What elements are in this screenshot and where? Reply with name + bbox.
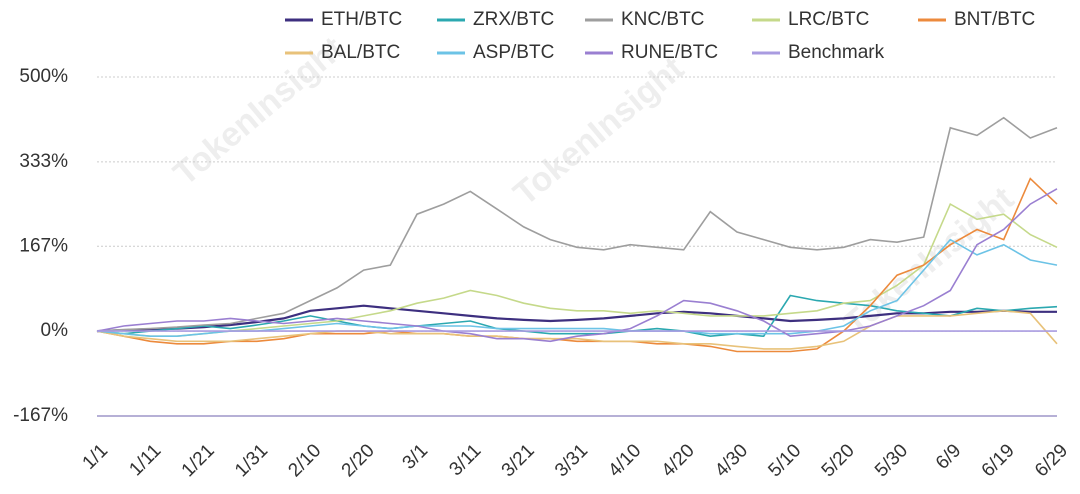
x-tick-label: 5/20 <box>818 440 859 481</box>
legend-label: RUNE/BTC <box>621 42 718 63</box>
x-tick-label: 1/11 <box>125 440 165 480</box>
series-line <box>96 304 1057 333</box>
series-line <box>96 294 1058 338</box>
y-tick-label: 500% <box>19 66 68 87</box>
watermark: TokenInsight <box>506 50 691 213</box>
series-line <box>96 202 1058 337</box>
legend-label: ETH/BTC <box>321 9 402 30</box>
x-tick-label: 6/19 <box>978 440 1019 481</box>
x-tick-label: 4/20 <box>658 440 699 481</box>
y-tick-label: 333% <box>19 151 68 172</box>
x-tick-label: 6/29 <box>1031 440 1072 481</box>
x-tick-label: 1/31 <box>231 440 272 481</box>
series-line <box>96 188 1058 343</box>
x-tick-label: 4/30 <box>711 440 752 481</box>
legend-label: Benchmark <box>788 42 885 63</box>
x-tick-label: 5/10 <box>764 440 805 481</box>
legend-label: LRC/BTC <box>788 9 869 30</box>
x-tick-label: 6/9 <box>932 440 966 474</box>
x-tick-label: 3/1 <box>399 440 433 474</box>
y-tick-label: 167% <box>19 235 68 256</box>
x-tick-label: 4/10 <box>604 440 645 481</box>
legend-label: BNT/BTC <box>954 9 1035 30</box>
y-tick-label: -167% <box>13 405 68 426</box>
series-line <box>96 177 1058 353</box>
x-tick-label: 1/1 <box>79 440 113 474</box>
x-tick-label: 1/21 <box>178 440 219 481</box>
x-tick-label: 3/21 <box>498 440 539 481</box>
series-line <box>96 116 1058 332</box>
legend-label: BAL/BTC <box>321 42 400 63</box>
legend-label: ASP/BTC <box>473 42 554 63</box>
x-tick-label: 3/31 <box>551 440 592 481</box>
x-tick-label: 2/20 <box>338 440 379 481</box>
legend-label: ZRX/BTC <box>473 9 554 30</box>
legend-label: KNC/BTC <box>621 9 704 30</box>
x-tick-label: 3/11 <box>445 440 485 480</box>
x-tick-label: 2/10 <box>284 440 325 481</box>
y-tick-label: 0% <box>41 320 69 341</box>
x-tick-label: 5/30 <box>871 440 912 481</box>
